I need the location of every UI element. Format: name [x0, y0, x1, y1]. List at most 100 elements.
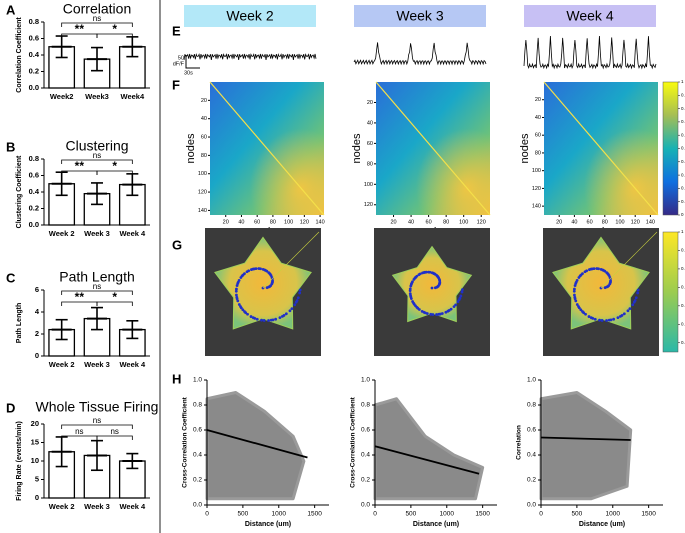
- network-node: [261, 267, 265, 271]
- network-node: [246, 312, 249, 316]
- network-node: [577, 305, 580, 308]
- x-tick-label: Week 4: [119, 502, 146, 511]
- colorbar-tick-label: 0.7: [681, 285, 685, 290]
- y-tick-label: 2: [35, 329, 39, 338]
- network-node: [435, 285, 439, 289]
- y-tick-label: 0.0: [361, 502, 370, 509]
- network-node: [608, 276, 612, 279]
- network-node: [260, 318, 263, 322]
- significance-label: ns: [93, 416, 101, 425]
- network-node: [589, 316, 593, 320]
- scale-label: 50: [178, 55, 184, 61]
- y-axis-label: Correlation Coefficient: [16, 17, 23, 93]
- network-node: [241, 273, 245, 277]
- network-node: [278, 316, 282, 320]
- network-node: [429, 312, 433, 316]
- network-node: [593, 317, 597, 321]
- y-axis-label: nodes: [519, 133, 531, 163]
- x-tick-label: 120: [477, 219, 486, 225]
- colorbar-tick-label: 0.5: [681, 321, 685, 326]
- network-node: [628, 307, 632, 311]
- network-node: [267, 285, 271, 289]
- significance-bracket: [96, 33, 133, 38]
- y-tick-label: 1.0: [361, 377, 370, 384]
- chart-title: Clustering: [65, 138, 128, 154]
- x-tick-label: Week 4: [119, 229, 146, 238]
- y-tick-label: 100: [532, 168, 541, 174]
- y-tick-label: 4: [35, 307, 40, 316]
- y-tick-label: 100: [198, 171, 207, 177]
- heatmap-diagonal: [543, 81, 659, 216]
- network-node: [409, 297, 413, 300]
- network-node: [249, 315, 253, 318]
- x-tick-label: 140: [646, 219, 655, 225]
- network-node: [421, 271, 424, 275]
- x-tick-label: 1500: [307, 511, 322, 518]
- y-tick-label: 6: [35, 285, 39, 294]
- network-node: [262, 319, 266, 322]
- x-tick-label: Week3: [85, 92, 109, 101]
- network-node: [298, 291, 302, 295]
- x-tick-label: Week 3: [84, 360, 110, 369]
- x-tick-label: 0: [373, 511, 377, 518]
- significance-label: ns: [110, 427, 118, 436]
- network-node: [296, 296, 300, 300]
- network-node: [631, 303, 635, 307]
- point-cloud: [205, 391, 306, 501]
- network-node: [446, 309, 450, 313]
- network-node: [281, 314, 284, 318]
- y-tick-label: 60: [367, 141, 373, 147]
- significance-bracket: [61, 424, 133, 429]
- network-node: [437, 278, 441, 281]
- y-tick-label: 20: [31, 419, 39, 428]
- y-tick-label: 40: [201, 116, 207, 122]
- y-axis-label: nodes: [351, 133, 363, 163]
- network-node: [573, 293, 576, 297]
- network-node: [579, 308, 583, 312]
- y-tick-label: 0.4: [193, 452, 202, 459]
- y-axis-label: Cross-Correlation Coefficient: [182, 396, 189, 487]
- network-node: [632, 300, 636, 304]
- x-tick-label: Week 3: [84, 502, 110, 511]
- network-node: [574, 280, 578, 284]
- network-node: [605, 319, 608, 322]
- network-node: [236, 280, 240, 284]
- network-node: [417, 308, 421, 311]
- colorbar-tick-label: 0: [681, 212, 684, 217]
- significance-bracket: [61, 159, 133, 164]
- network-node: [235, 293, 238, 297]
- y-tick-label: 40: [535, 115, 541, 121]
- significance-label: *: [112, 290, 117, 304]
- network-node: [235, 284, 239, 287]
- network-node: [599, 267, 603, 271]
- y-tick-label: 1.0: [193, 377, 202, 384]
- network-node: [409, 284, 413, 288]
- x-tick-label: Week 3: [84, 229, 110, 238]
- network-edge: [600, 231, 658, 289]
- y-tick-label: 0: [35, 351, 39, 360]
- network-node: [236, 299, 240, 303]
- network-node: [241, 308, 245, 312]
- network-node: [235, 295, 239, 299]
- network-node: [605, 285, 609, 289]
- network-node: [269, 284, 273, 288]
- network-node: [430, 286, 434, 290]
- colorbar-tick-label: 1: [681, 229, 684, 234]
- network-node: [606, 273, 610, 276]
- network-node: [252, 267, 256, 271]
- y-tick-label: 0.6: [361, 427, 370, 434]
- panel-label: H: [172, 371, 181, 386]
- y-tick-label: 0.0: [527, 502, 536, 509]
- network-node: [438, 282, 441, 286]
- panel-label: E: [172, 23, 181, 38]
- network-node: [412, 277, 416, 281]
- week-header: [184, 5, 316, 27]
- network-node: [622, 312, 626, 316]
- x-tick-label: 1500: [641, 511, 656, 518]
- network-node: [636, 291, 640, 295]
- network-node: [268, 273, 272, 276]
- x-tick-label: 100: [459, 219, 468, 225]
- network-node: [608, 281, 612, 285]
- y-axis-label: Path Length: [16, 303, 23, 343]
- y-tick-label: 60: [535, 133, 541, 139]
